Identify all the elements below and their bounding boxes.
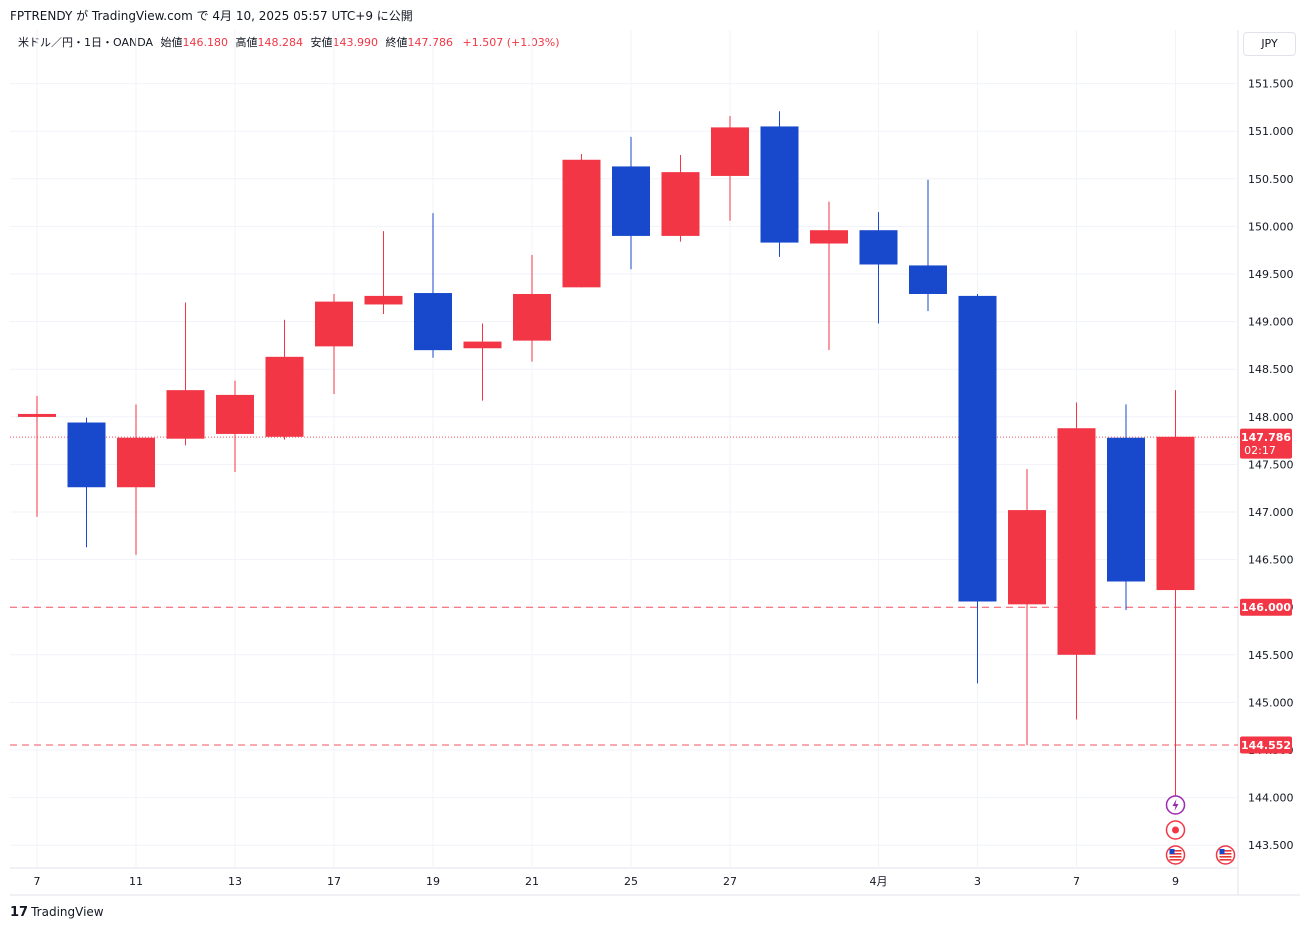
us-flag-icon[interactable] [1165,845,1186,865]
y-tick-label: 149.000 [1248,316,1294,329]
y-tick-label: 151.500 [1248,78,1294,91]
candle-body[interactable] [1057,428,1096,655]
y-tick-label: 150.500 [1248,173,1294,186]
high-value: 148.284 [257,36,304,49]
brand-label: TradingView [31,905,104,919]
ohlc-legend: 米ドル／円・1日・OANDA 始値146.180 高値148.284 安値143… [18,34,559,50]
lightning-glyph [1172,799,1179,811]
x-tick-label: 7 [34,875,41,888]
y-tick-label: 148.500 [1248,363,1294,376]
y-tick-label: 147.500 [1248,458,1294,471]
change-value: +1.507 (+1.03%) [462,36,560,49]
flag-canton [1169,849,1175,854]
x-tick-label: 7 [1073,875,1080,888]
flag-stripe [1219,856,1232,858]
candle-body[interactable] [562,159,601,288]
candle-body[interactable] [364,295,403,305]
price-badge-label: 144.552 [1241,739,1291,752]
price-badge [1240,428,1292,459]
y-tick-label: 148.000 [1248,411,1294,424]
candle-body[interactable] [265,356,304,437]
top-bar: FPTRENDY が TradingView.com で 4月 10, 2025… [0,0,1310,30]
close-label: 終値 [385,36,408,49]
flag-stripe [1169,853,1182,855]
flag-stripe [1169,859,1182,861]
low-label: 安値 [310,36,333,49]
x-tick-label: 19 [426,875,440,888]
x-tick-label: 27 [723,875,737,888]
flag-canton [1219,849,1225,854]
candle-body[interactable] [166,390,205,439]
y-tick-label: 145.500 [1248,649,1294,662]
candle-body[interactable] [1107,437,1145,582]
candle-body[interactable] [711,127,749,176]
candle-body[interactable] [1008,510,1046,605]
price-badge-label: 147.786 [1241,431,1291,444]
symbol-label[interactable]: 米ドル／円・1日・OANDA [18,36,154,49]
x-tick-label: 11 [129,875,143,888]
us-flag-icon[interactable] [1215,845,1236,865]
y-tick-label: 145.000 [1248,696,1294,709]
y-tick-label: 143.500 [1248,839,1294,852]
open-label: 始値 [160,36,183,49]
y-tick-label: 150.000 [1248,220,1294,233]
flag-stripe [1219,859,1232,861]
candle-body[interactable] [612,166,650,236]
tradingview-logo[interactable]: 17 TradingView [10,905,104,920]
price-badge [1240,736,1292,754]
candle-body[interactable] [463,341,502,349]
tradingview-logo-icon: 17 [10,905,29,920]
open-value: 146.180 [182,36,229,49]
x-tick-label: 9 [1172,875,1179,888]
countdown-label: 02:17 [1244,444,1276,457]
high-label: 高値 [235,36,258,49]
x-tick-label: 21 [525,875,539,888]
close-value: 147.786 [407,36,454,49]
currency-button[interactable]: JPY [1243,32,1296,56]
y-tick-label: 149.500 [1248,268,1294,281]
dot-glyph [1172,826,1179,834]
candle-body[interactable] [117,437,155,488]
candle-body[interactable] [216,394,254,434]
candle-body[interactable] [760,126,799,243]
price-badge [1240,598,1292,616]
x-tick-label: 13 [228,875,242,888]
y-tick-label: 146.500 [1248,554,1294,567]
flag-stripe [1219,850,1232,852]
candle-body[interactable] [18,413,56,417]
price-badge-label: 146.000 [1241,601,1291,614]
flag-stripe [1219,853,1232,855]
candle-body[interactable] [414,293,452,351]
y-tick-label: 151.000 [1248,125,1294,138]
low-value: 143.990 [332,36,379,49]
x-tick-label: 3 [974,875,981,888]
candle-body[interactable] [513,293,551,341]
candle-body[interactable] [67,422,106,488]
candle-body[interactable] [1156,436,1195,591]
x-tick-label: 25 [624,875,638,888]
x-tick-label: 17 [327,875,341,888]
flag-stripe [1169,856,1182,858]
candle-body[interactable] [810,230,848,244]
y-tick-label: 147.000 [1248,506,1294,519]
published-info: FPTRENDY が TradingView.com で 4月 10, 2025… [10,9,413,23]
y-tick-label: 144.000 [1248,792,1294,805]
candle-body[interactable] [859,230,898,265]
flag-stripe [1169,850,1182,852]
candle-body[interactable] [315,301,353,347]
x-tick-label: 4月 [870,875,888,888]
candle-body[interactable] [661,172,700,236]
candle-body[interactable] [958,295,997,602]
candle-body[interactable] [909,265,947,294]
